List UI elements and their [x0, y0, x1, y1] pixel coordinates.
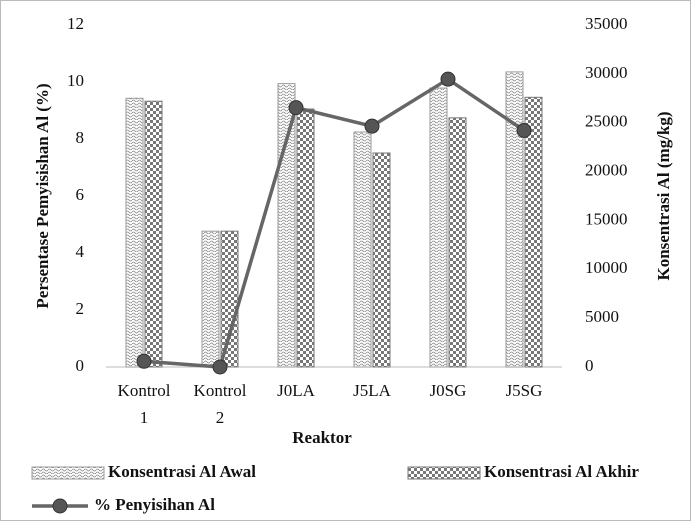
bar	[201, 230, 220, 368]
x-tick-label: J0SG	[430, 381, 467, 400]
line-marker	[136, 353, 152, 369]
y-tick-label: 2	[76, 299, 85, 318]
bar	[296, 108, 315, 368]
line-marker	[212, 359, 228, 375]
y2-tick-label: 30000	[585, 63, 628, 82]
legend-label: % Penyisihan Al	[94, 495, 215, 514]
y-tick-label: 12	[67, 14, 84, 33]
bar	[277, 83, 296, 368]
x-tick-label: Kontrol 2	[194, 381, 247, 427]
line-marker	[288, 100, 304, 116]
x-tick-label: J0LA	[277, 381, 316, 400]
bar	[144, 100, 163, 368]
bar	[524, 96, 543, 368]
bar	[429, 87, 448, 368]
y-tick-label: 6	[76, 185, 85, 204]
y2-tick-label: 35000	[585, 14, 628, 33]
y2-axis-title: Konsentrasi Al (mg/kg)	[654, 111, 673, 280]
y2-tick-label: 0	[585, 356, 594, 375]
y2-tick-label: 20000	[585, 160, 628, 179]
y-tick-label: 8	[76, 128, 85, 147]
y-tick-label: 4	[76, 242, 85, 261]
y-tick-label: 10	[67, 71, 84, 90]
y2-tick-label: 15000	[585, 209, 628, 228]
legend-swatch	[407, 466, 481, 480]
y2-tick-label: 10000	[585, 258, 628, 277]
line-marker	[516, 122, 532, 138]
legend-marker	[52, 498, 68, 514]
line-marker	[440, 71, 456, 87]
line-marker	[364, 118, 380, 134]
legend-label: Konsentrasi Al Akhir	[484, 462, 639, 481]
y-tick-label: 0	[76, 356, 85, 375]
legend-swatch	[31, 466, 105, 480]
y2-tick-label: 25000	[585, 112, 628, 131]
bar	[220, 230, 239, 368]
bar	[505, 71, 524, 368]
bar	[372, 152, 391, 368]
x-tick-label: J5LA	[353, 381, 392, 400]
x-tick-label: Kontrol 1	[118, 381, 171, 427]
line	[143, 77, 525, 369]
bar	[353, 131, 372, 368]
x-axis-title: Reaktor	[292, 428, 352, 447]
y-axis-title: Persentase Pemyisishan Al (%)	[33, 83, 52, 308]
bar	[125, 97, 144, 368]
legend-label: Konsentrasi Al Awal	[108, 462, 256, 481]
y2-tick-label: 5000	[585, 307, 619, 326]
x-tick-label: J5SG	[506, 381, 543, 400]
bar	[448, 117, 467, 368]
